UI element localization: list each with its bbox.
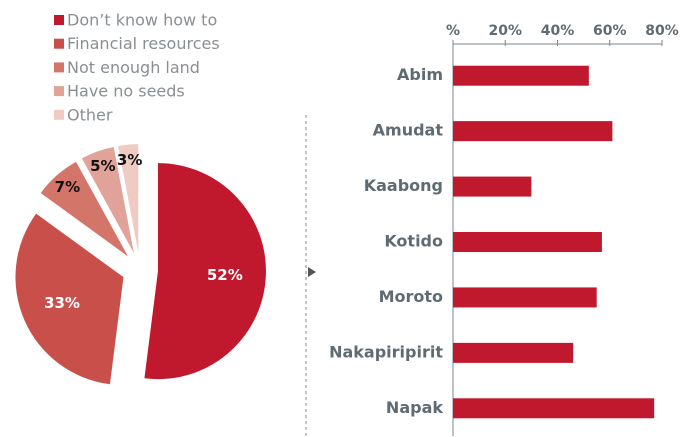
legend-swatch [54, 86, 64, 97]
legend-label: Not enough land [67, 58, 200, 77]
y-tick-label: Nakapiripirit [329, 342, 443, 361]
legend-label: Don’t know how to [67, 11, 217, 30]
legend-label: Have no seeds [67, 82, 185, 101]
x-tick-label: 60% [593, 23, 627, 39]
legend-swatch [54, 38, 64, 49]
x-tick-label: 20% [488, 23, 522, 39]
legend-swatch [54, 15, 64, 25]
legend-label: Other [67, 105, 113, 124]
y-tick-label: Kotido [384, 232, 443, 251]
pie-label: 3% [117, 151, 142, 169]
bar [453, 65, 589, 86]
arrow [308, 267, 316, 277]
pie-slice [81, 146, 134, 254]
bar [453, 121, 613, 142]
pie-label: 52% [207, 266, 243, 284]
pie-slice [15, 213, 124, 385]
x-tick-label: % [446, 23, 460, 39]
bar [453, 232, 602, 252]
pie-slice [40, 161, 129, 257]
pie-label: 7% [55, 178, 80, 196]
y-tick-label: Moroto [379, 287, 443, 306]
pie-label: 5% [90, 157, 115, 175]
pie-slice [118, 144, 139, 253]
y-tick-label: Kaabong [364, 176, 443, 195]
legend-label: Financial resources [67, 34, 220, 53]
y-tick-label: Napak [386, 398, 443, 417]
pie-label: 33% [44, 294, 80, 312]
legend-swatch [54, 62, 64, 73]
x-tick-label: 40% [541, 23, 575, 39]
x-tick-label: 80% [645, 23, 679, 39]
bar [453, 287, 597, 308]
y-tick-label: Amudat [373, 121, 444, 140]
bar [453, 342, 574, 363]
bar [453, 176, 532, 197]
bar [453, 398, 655, 419]
pie-slice [144, 163, 266, 380]
y-tick-label: Abim [397, 65, 443, 84]
legend-swatch [54, 109, 64, 120]
